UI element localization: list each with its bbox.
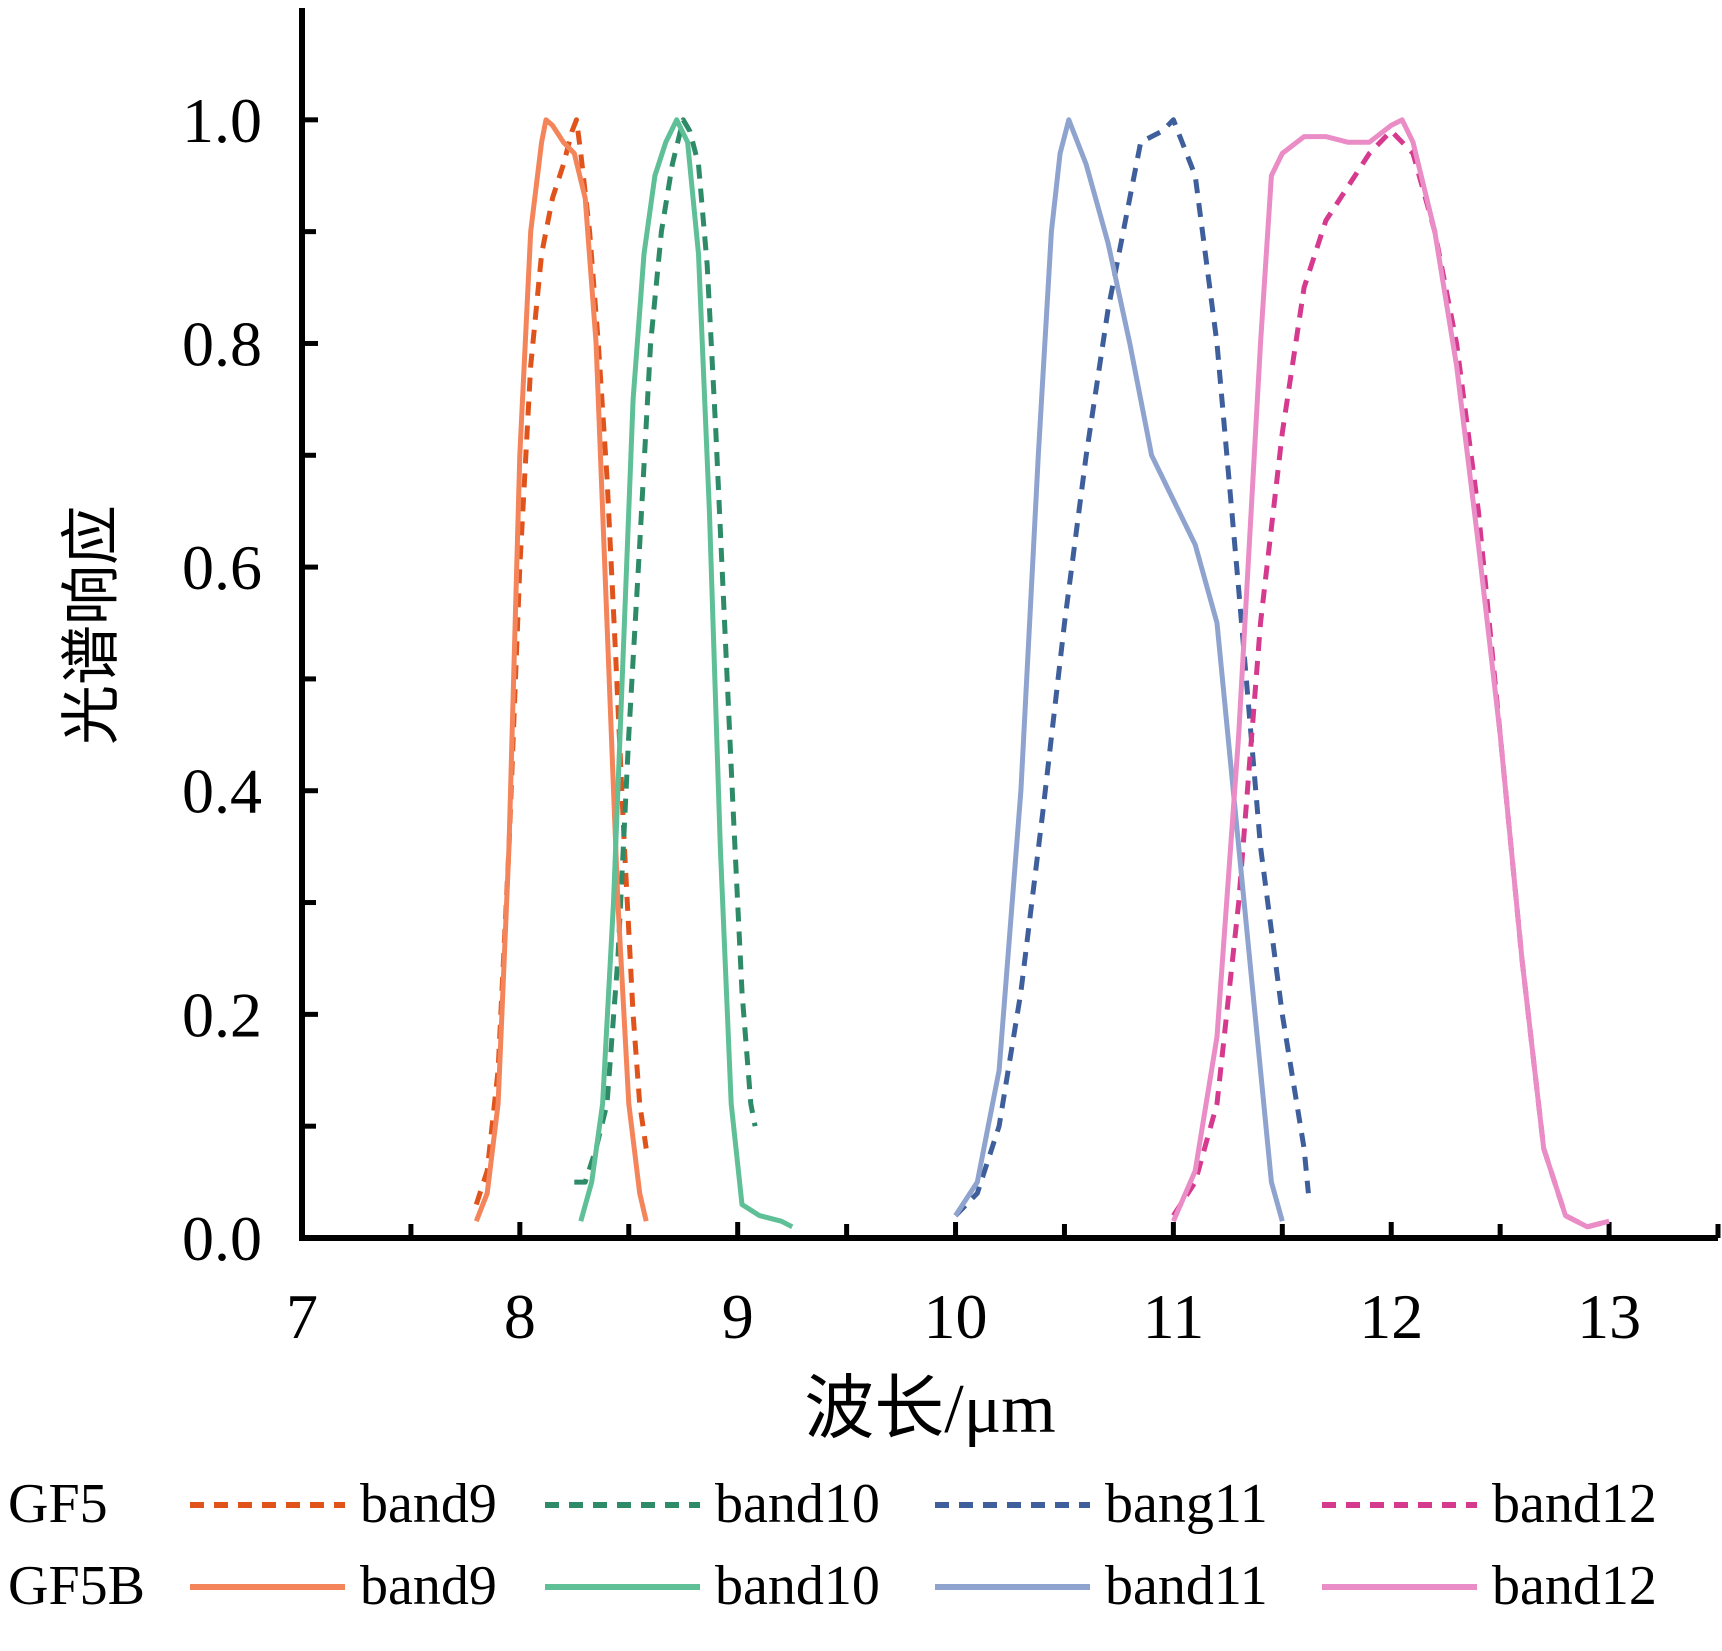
x-axis-label: 波长/μm <box>804 1371 1055 1448</box>
y-tick-label: 0.6 <box>182 532 262 603</box>
y-axis-label: 光谱响应 <box>59 505 125 745</box>
legend-entry-label: band11 <box>1105 1555 1268 1617</box>
legend-group-label: GF5 <box>8 1473 108 1535</box>
legend-entry-label: band12 <box>1492 1555 1657 1617</box>
x-tick-label: 12 <box>1359 1281 1423 1352</box>
series-line-gf5b-band10 <box>578 117 794 1230</box>
legend-entry-label: band12 <box>1492 1473 1657 1535</box>
x-tick-label: 10 <box>924 1281 988 1352</box>
y-ticks: 0.0 0.2 0.4 0.6 0.8 1.0 <box>182 85 318 1274</box>
series-line-gf5-band12 <box>1171 128 1610 1230</box>
legend-entry-label: band10 <box>715 1473 880 1535</box>
legend-entry-label: bang11 <box>1105 1473 1268 1535</box>
y-tick-label: 0.2 <box>182 979 262 1050</box>
y-tick-label: 0.8 <box>182 308 262 379</box>
series-line-gf5b-band12 <box>1171 117 1610 1230</box>
series-line-gf5b-band9 <box>473 117 649 1223</box>
axes: 0.0 0.2 0.4 0.6 0.8 1.0 7 8 9 10 11 12 13 <box>182 8 1721 1352</box>
legend-entry-label: band9 <box>360 1473 497 1535</box>
x-tick-label: 8 <box>504 1281 536 1352</box>
legend-entry-label: band9 <box>360 1555 497 1617</box>
y-tick-label: 1.0 <box>182 85 262 156</box>
x-tick-label: 11 <box>1143 1281 1205 1352</box>
series-line-gf5-band10 <box>574 117 758 1185</box>
x-tick-label: 9 <box>722 1281 754 1352</box>
legend: GF5 band9 band10 bang11 band12 GF5B band9 band1… <box>8 1473 1657 1617</box>
x-tick-label: 7 <box>286 1281 318 1352</box>
series-line-gf5-band9 <box>473 117 649 1206</box>
series-layer <box>473 117 1610 1230</box>
legend-entry-label: band10 <box>715 1555 880 1617</box>
x-tick-label: 13 <box>1577 1281 1641 1352</box>
legend-group-label: GF5B <box>8 1555 145 1617</box>
series-line-gf5b-band11 <box>953 117 1285 1222</box>
y-tick-label: 0.0 <box>182 1203 262 1274</box>
x-ticks: 7 8 9 10 11 12 13 <box>286 1222 1721 1352</box>
y-tick-label: 0.4 <box>182 756 262 827</box>
